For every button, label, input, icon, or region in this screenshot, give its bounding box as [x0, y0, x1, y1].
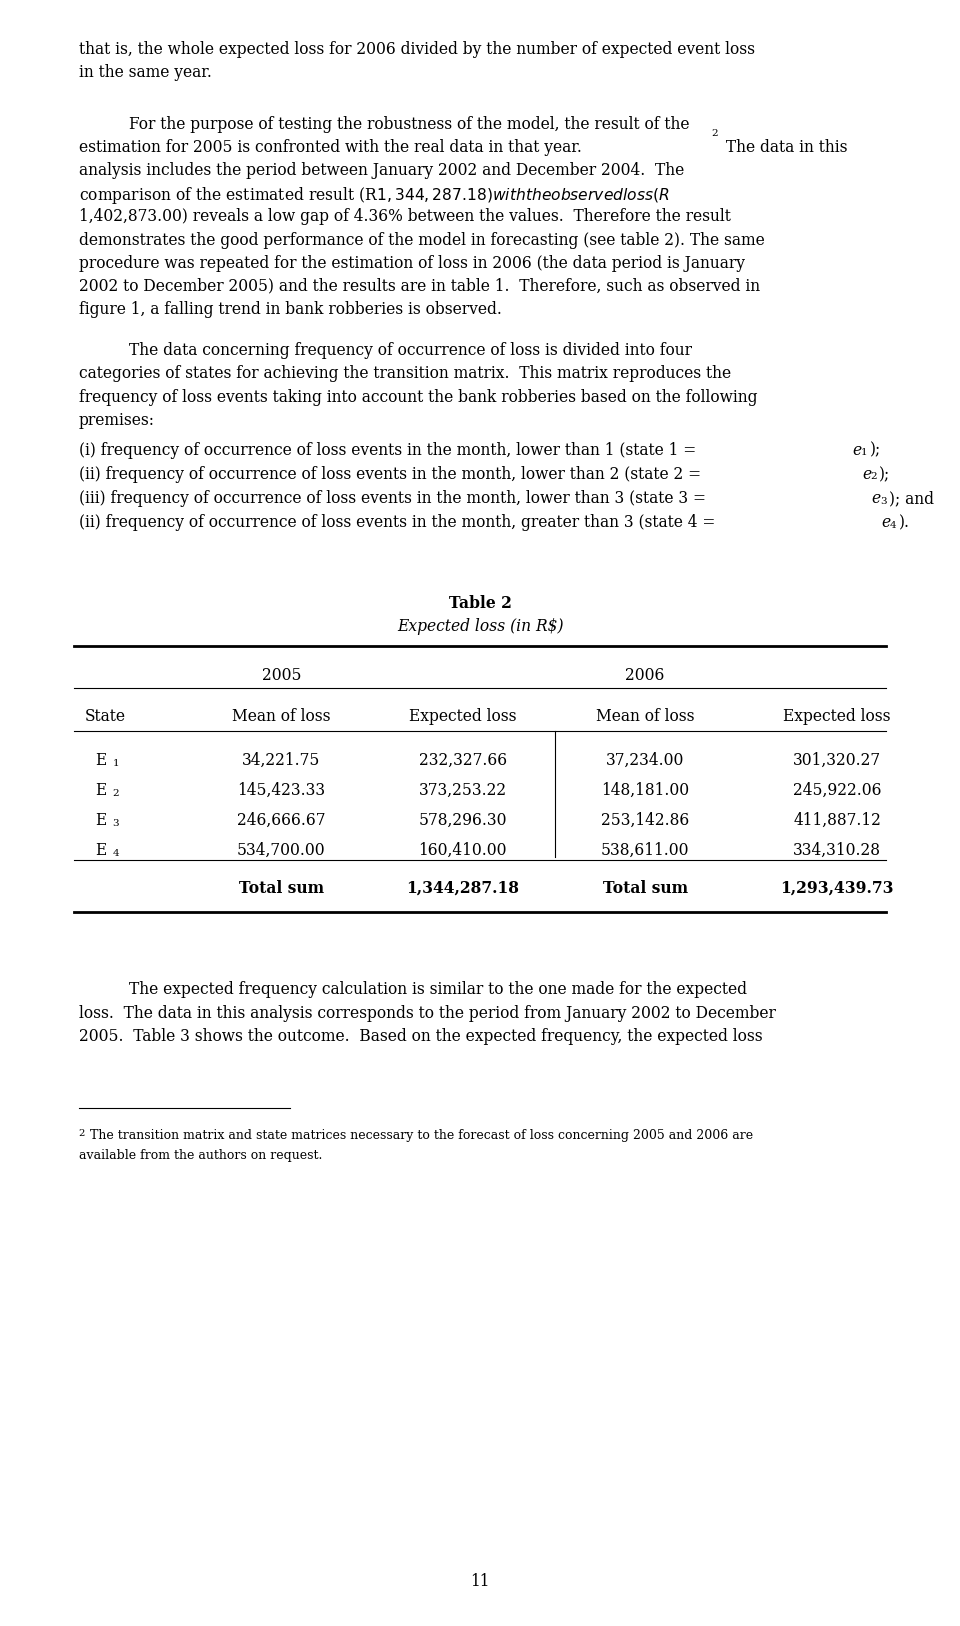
Text: 1,293,439.73: 1,293,439.73	[780, 880, 894, 898]
Text: 411,887.12: 411,887.12	[793, 813, 881, 829]
Text: Total sum: Total sum	[239, 880, 324, 898]
Text: ); and: ); and	[889, 489, 934, 507]
Text: 334,310.28: 334,310.28	[793, 842, 881, 859]
Text: procedure was repeated for the estimation of loss in 2006 (the data period is Ja: procedure was repeated for the estimatio…	[79, 255, 745, 272]
Text: );: );	[879, 467, 891, 483]
Text: 37,234.00: 37,234.00	[606, 753, 684, 769]
Text: Expected loss: Expected loss	[783, 709, 891, 725]
Text: in the same year.: in the same year.	[79, 63, 211, 81]
Text: Expected loss: Expected loss	[409, 709, 516, 725]
Text: 232,327.66: 232,327.66	[419, 753, 507, 769]
Text: 145,423.33: 145,423.33	[237, 782, 325, 800]
Text: premises:: premises:	[79, 411, 155, 429]
Text: 11: 11	[470, 1574, 490, 1590]
Text: 538,611.00: 538,611.00	[601, 842, 689, 859]
Text: E: E	[95, 813, 107, 829]
Text: estimation for 2005 is confronted with the real data in that year.: estimation for 2005 is confronted with t…	[79, 140, 582, 156]
Text: 2: 2	[79, 1128, 85, 1138]
Text: 534,700.00: 534,700.00	[237, 842, 325, 859]
Text: State: State	[85, 709, 126, 725]
Text: available from the authors on request.: available from the authors on request.	[79, 1150, 323, 1163]
Text: 1: 1	[861, 449, 868, 457]
Text: E: E	[95, 842, 107, 859]
Text: Expected loss (in R$): Expected loss (in R$)	[396, 618, 564, 636]
Text: 2: 2	[711, 130, 718, 138]
Text: E: E	[95, 782, 107, 800]
Text: e: e	[881, 514, 891, 532]
Text: 2006: 2006	[625, 667, 665, 685]
Text: 3: 3	[112, 820, 119, 828]
Text: figure 1, a falling trend in bank robberies is observed.: figure 1, a falling trend in bank robber…	[79, 301, 501, 317]
Text: The data concerning frequency of occurrence of loss is divided into four: The data concerning frequency of occurre…	[129, 343, 691, 359]
Text: 4: 4	[112, 849, 119, 859]
Text: Total sum: Total sum	[603, 880, 687, 898]
Text: ).: ).	[899, 514, 909, 532]
Text: 2: 2	[871, 473, 877, 481]
Text: 246,666.67: 246,666.67	[237, 813, 325, 829]
Text: 253,142.86: 253,142.86	[601, 813, 689, 829]
Text: 34,221.75: 34,221.75	[242, 753, 321, 769]
Text: Mean of loss: Mean of loss	[596, 709, 694, 725]
Text: 2005: 2005	[261, 667, 301, 685]
Text: 160,410.00: 160,410.00	[419, 842, 507, 859]
Text: Mean of loss: Mean of loss	[232, 709, 330, 725]
Text: 1,344,287.18: 1,344,287.18	[406, 880, 519, 898]
Text: 2005.  Table 3 shows the outcome.  Based on the expected frequency, the expected: 2005. Table 3 shows the outcome. Based o…	[79, 1028, 762, 1044]
Text: 2002 to December 2005) and the results are in table 1.  Therefore, such as obser: 2002 to December 2005) and the results a…	[79, 278, 760, 294]
Text: E: E	[95, 753, 107, 769]
Text: categories of states for achieving the transition matrix.  This matrix reproduce: categories of states for achieving the t…	[79, 366, 731, 382]
Text: e: e	[862, 467, 872, 483]
Text: (i) frequency of occurrence of loss events in the month, lower than 1 (state 1 =: (i) frequency of occurrence of loss even…	[79, 442, 701, 459]
Text: demonstrates the good performance of the model in forecasting (see table 2). The: demonstrates the good performance of the…	[79, 231, 764, 249]
Text: );: );	[870, 442, 881, 459]
Text: 1,402,873.00) reveals a low gap of 4.36% between the values.  Therefore the resu: 1,402,873.00) reveals a low gap of 4.36%…	[79, 208, 731, 226]
Text: 245,922.06: 245,922.06	[793, 782, 881, 800]
Text: frequency of loss events taking into account the bank robberies based on the fol: frequency of loss events taking into acc…	[79, 389, 757, 405]
Text: 1: 1	[112, 759, 119, 767]
Text: 301,320.27: 301,320.27	[793, 753, 881, 769]
Text: analysis includes the period between January 2002 and December 2004.  The: analysis includes the period between Jan…	[79, 163, 684, 179]
Text: that is, the whole expected loss for 2006 divided by the number of expected even: that is, the whole expected loss for 200…	[79, 41, 755, 57]
Text: (ii) frequency of occurrence of loss events in the month, greater than 3 (state : (ii) frequency of occurrence of loss eve…	[79, 514, 720, 532]
Text: 578,296.30: 578,296.30	[419, 813, 507, 829]
Text: loss.  The data in this analysis corresponds to the period from January 2002 to : loss. The data in this analysis correspo…	[79, 1005, 776, 1021]
Text: The transition matrix and state matrices necessary to the forecast of loss conce: The transition matrix and state matrices…	[90, 1128, 754, 1141]
Text: Table 2: Table 2	[448, 595, 512, 613]
Text: e: e	[852, 442, 862, 459]
Text: (ii) frequency of occurrence of loss events in the month, lower than 2 (state 2 : (ii) frequency of occurrence of loss eve…	[79, 467, 706, 483]
Text: 4: 4	[890, 520, 897, 530]
Text: The expected frequency calculation is similar to the one made for the expected: The expected frequency calculation is si…	[129, 982, 747, 998]
Text: For the purpose of testing the robustness of the model, the result of the: For the purpose of testing the robustnes…	[129, 115, 689, 133]
Text: e: e	[872, 489, 881, 507]
Text: The data in this: The data in this	[721, 140, 848, 156]
Text: 2: 2	[112, 789, 119, 798]
Text: 3: 3	[880, 496, 887, 506]
Text: 373,253.22: 373,253.22	[419, 782, 507, 800]
Text: comparison of the estimated result (R$ 1,344,287.18) with the observed loss (R$: comparison of the estimated result (R$ 1…	[79, 185, 669, 207]
Text: (iii) frequency of occurrence of loss events in the month, lower than 3 (state 3: (iii) frequency of occurrence of loss ev…	[79, 489, 710, 507]
Text: 148,181.00: 148,181.00	[601, 782, 689, 800]
